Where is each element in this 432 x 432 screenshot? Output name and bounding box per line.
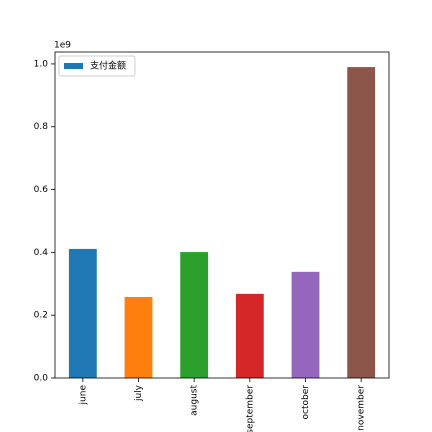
y-tick-label: 0.8 <box>34 122 49 132</box>
x-tick-label: july <box>134 384 144 402</box>
y-tick-label: 0.4 <box>34 248 49 258</box>
x-tick-label: september <box>245 385 255 432</box>
bar <box>68 248 97 378</box>
x-tick-label: august <box>190 385 200 416</box>
y-tick-label: 0.2 <box>34 311 48 321</box>
y-offset-label: 1e9 <box>54 41 71 51</box>
legend-swatch <box>64 63 83 69</box>
bar <box>291 271 320 378</box>
bar <box>180 252 209 378</box>
y-tick-label: 0.6 <box>34 185 49 195</box>
y-tick-label: 0.0 <box>34 374 49 384</box>
bar <box>235 293 264 378</box>
legend-label: 支付金额 <box>90 60 126 72</box>
y-tick-label: 1.0 <box>34 59 49 69</box>
legend-frame <box>58 55 136 77</box>
plot-frame <box>54 51 390 379</box>
x-tick-label: june <box>78 385 88 406</box>
legend: 支付金额 <box>58 55 136 77</box>
x-tick-label: november <box>357 385 367 431</box>
bar <box>124 296 153 378</box>
x-tick-label: october <box>301 385 311 420</box>
bar <box>347 67 376 379</box>
